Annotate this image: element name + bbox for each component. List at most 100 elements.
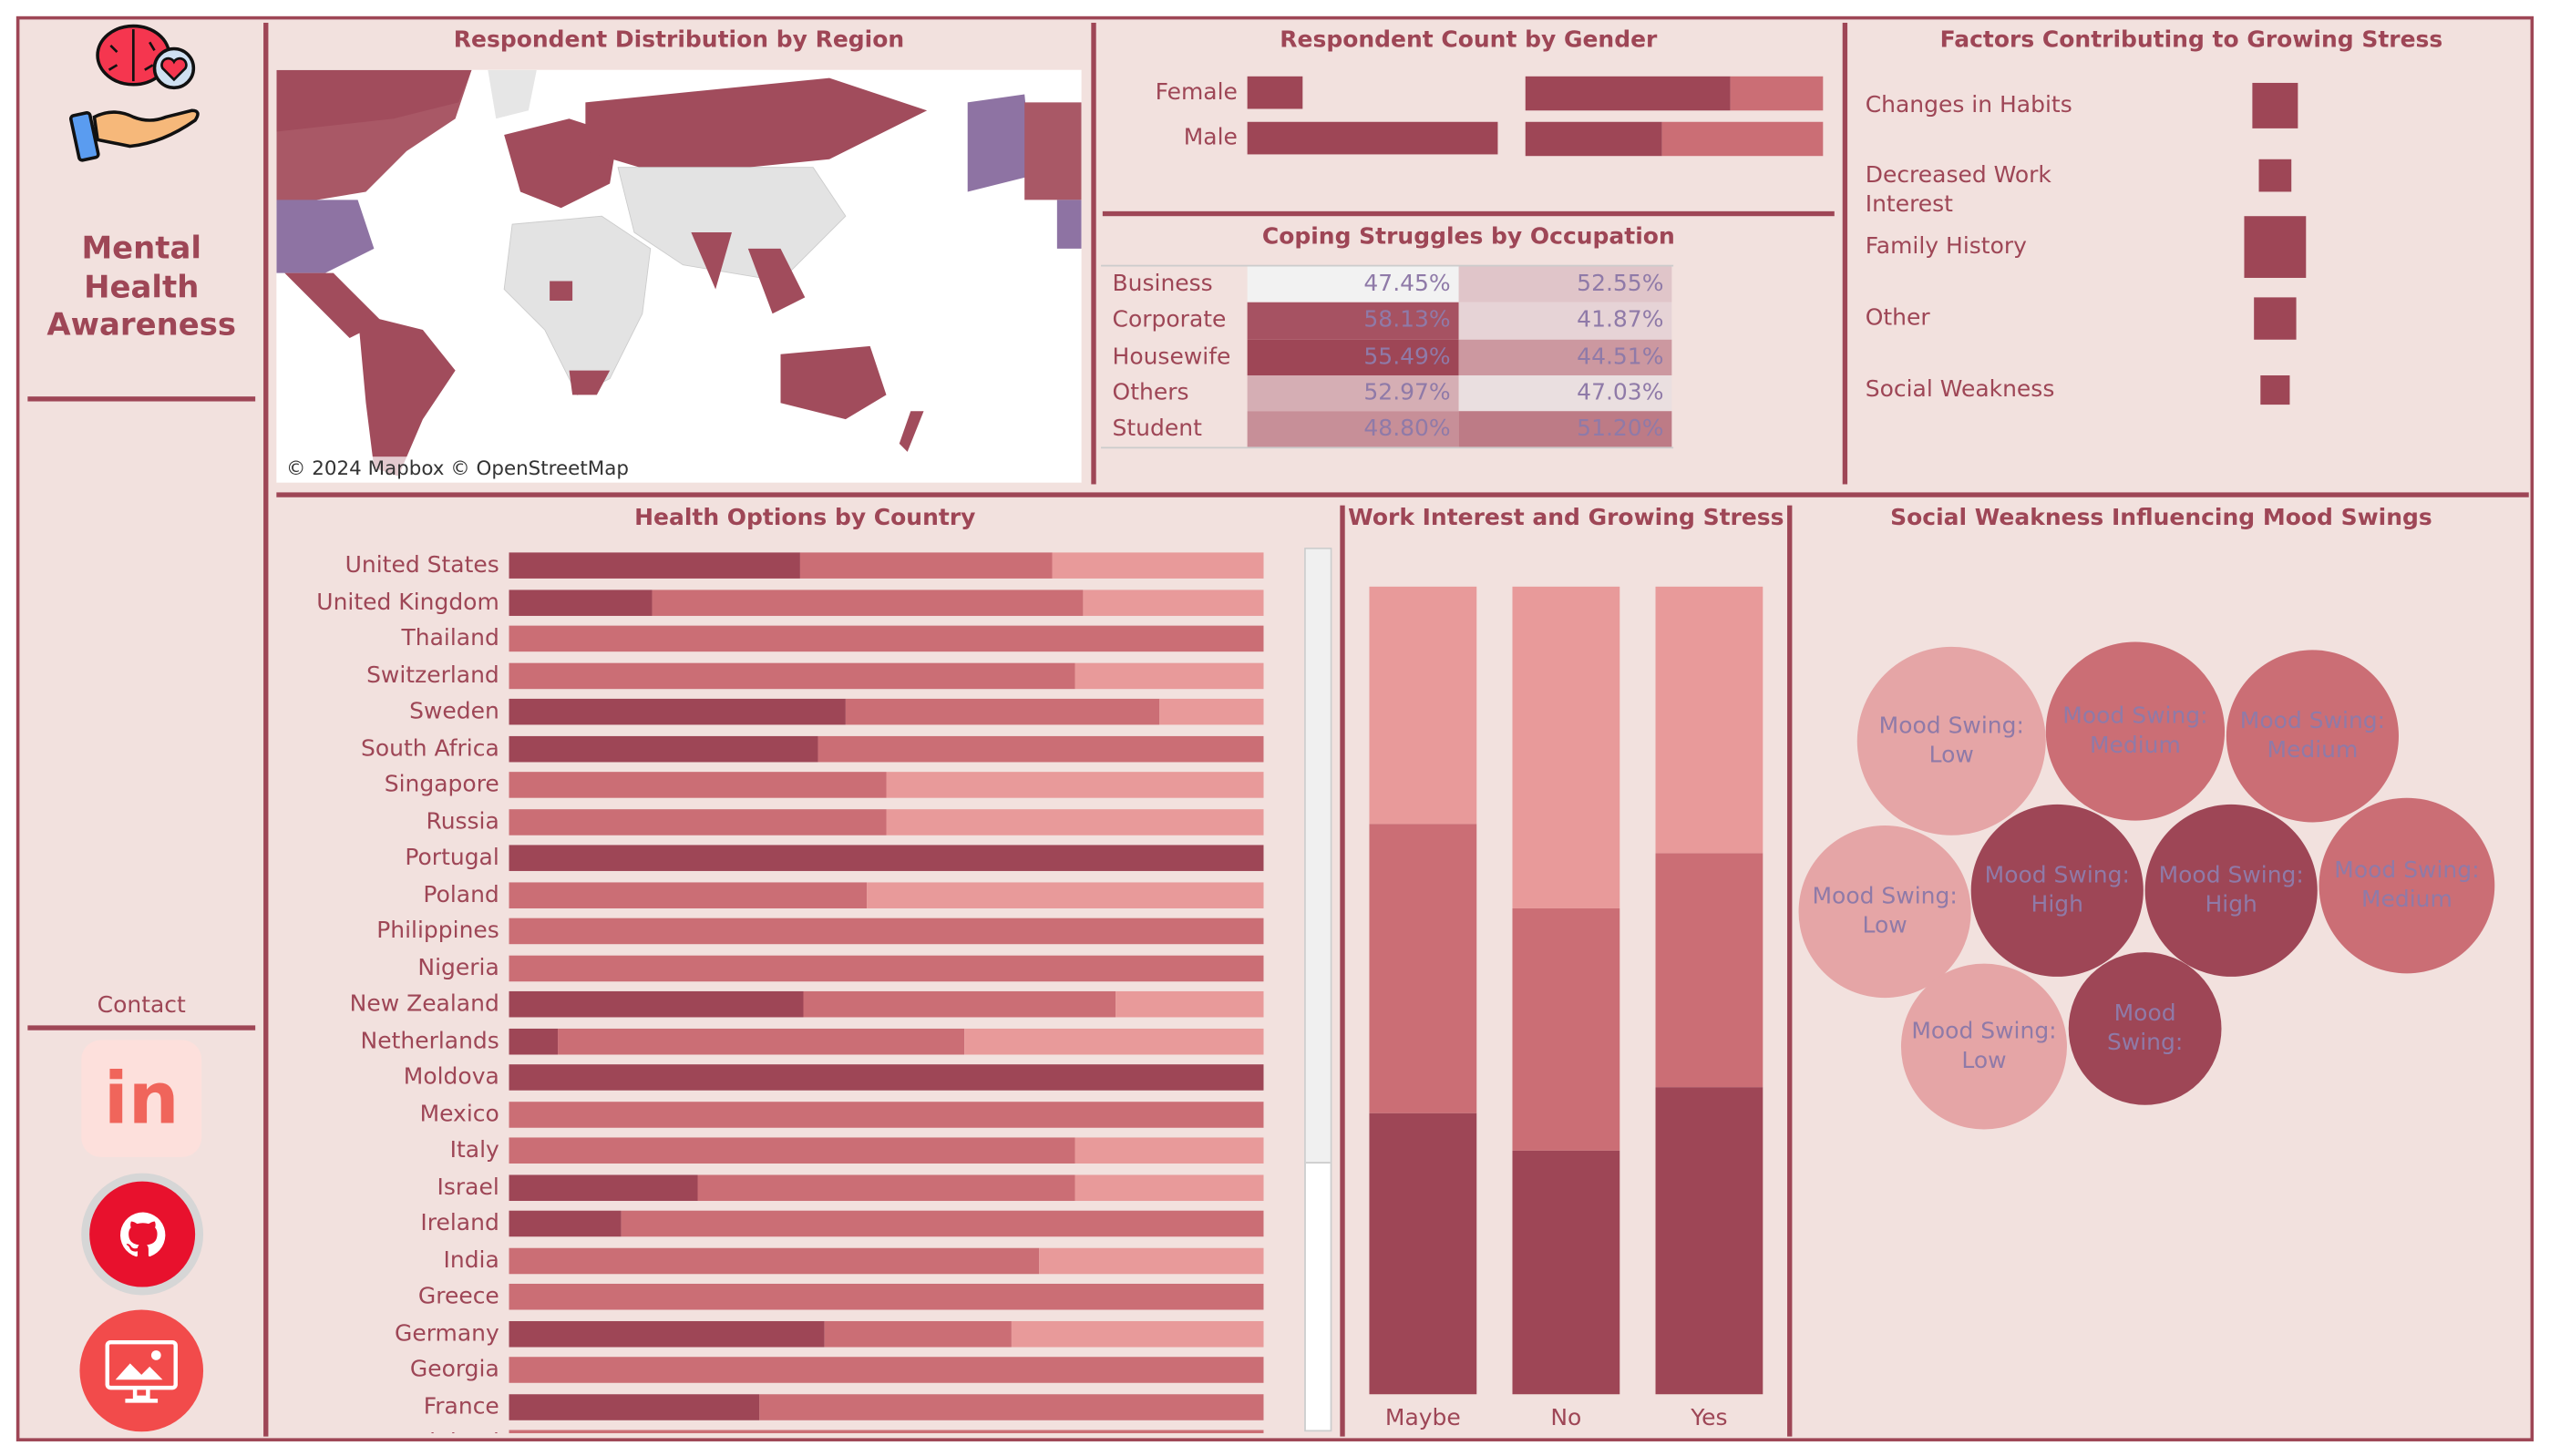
work-stack-segment[interactable] — [1512, 907, 1620, 1151]
health-option-segment[interactable] — [817, 735, 1264, 762]
mood-swing-bubble[interactable]: Mood Swing: Medium — [2045, 641, 2226, 821]
health-option-segment[interactable] — [621, 1210, 1264, 1237]
factor-square[interactable] — [2260, 375, 2290, 405]
health-option-segment[interactable] — [824, 1320, 1012, 1347]
health-option-segment[interactable] — [509, 990, 804, 1018]
health-option-segment[interactable] — [509, 1101, 1264, 1127]
work-stack-segment[interactable] — [1369, 824, 1477, 1113]
health-option-segment[interactable] — [509, 954, 1264, 981]
health-option-segment[interactable] — [1052, 552, 1264, 579]
health-option-segment[interactable] — [509, 552, 801, 579]
region-map[interactable]: © 2024 Mapbox © OpenStreetMap — [276, 69, 1082, 483]
health-option-segment[interactable] — [886, 772, 1264, 798]
coping-cell[interactable]: 41.87% — [1458, 302, 1672, 340]
mood-swing-bubble[interactable]: Mood Swing: High — [2144, 804, 2318, 977]
mood-swing-bubble[interactable]: Mood Swing: High — [1970, 804, 2144, 977]
coping-cell[interactable]: 58.13% — [1247, 302, 1459, 340]
work-stack-segment[interactable] — [1655, 1087, 1763, 1395]
health-option-segment[interactable] — [509, 845, 1264, 871]
work-stack-segment[interactable] — [1655, 586, 1763, 854]
mood-swing-bubble[interactable]: Mood Swing: Medium — [2226, 650, 2399, 823]
health-option-segment[interactable] — [509, 735, 818, 762]
health-option-segment[interactable] — [759, 1393, 1264, 1420]
map-canada-east — [1024, 102, 1082, 200]
map-greenland — [488, 69, 537, 119]
health-option-segment[interactable] — [1159, 698, 1264, 725]
map-attribution[interactable]: © 2024 Mapbox © OpenStreetMap — [281, 456, 634, 480]
health-option-segment[interactable] — [509, 808, 887, 835]
health-option-segment[interactable] — [509, 661, 1075, 689]
health-option-segment[interactable] — [1074, 661, 1264, 689]
mood-swing-bubble[interactable]: Mood Swing: — [2068, 952, 2222, 1105]
health-option-segment[interactable] — [509, 698, 846, 725]
health-option-segment[interactable] — [509, 1028, 559, 1054]
health-option-segment[interactable] — [697, 1174, 1075, 1201]
gender-count-bar[interactable] — [1247, 76, 1302, 109]
health-option-segment[interactable] — [509, 1283, 1264, 1310]
coping-cell[interactable]: 52.97% — [1247, 374, 1459, 412]
mood-swing-bubble[interactable]: Mood Swing: Low — [1856, 646, 2046, 836]
health-option-segment[interactable] — [509, 625, 1264, 652]
health-option-segment[interactable] — [652, 589, 1083, 616]
factor-square[interactable] — [2258, 159, 2292, 192]
portfolio-button[interactable] — [79, 1309, 204, 1432]
health-option-segment[interactable] — [509, 1357, 1264, 1383]
gender-count-bar[interactable] — [1247, 121, 1498, 155]
gender-split-bar-a[interactable] — [1525, 76, 1732, 111]
health-option-segment[interactable] — [1082, 589, 1264, 616]
health-option-segment[interactable] — [509, 918, 1264, 945]
health-option-segment[interactable] — [509, 1430, 1264, 1434]
work-stack-segment[interactable] — [1512, 586, 1620, 908]
factor-square[interactable] — [2253, 296, 2298, 341]
health-option-segment[interactable] — [964, 1028, 1264, 1054]
coping-cell[interactable]: 52.55% — [1458, 266, 1672, 303]
health-option-segment[interactable] — [509, 1393, 760, 1420]
gender-split-bar-b[interactable] — [1661, 121, 1824, 157]
health-option-segment[interactable] — [509, 1174, 698, 1201]
coping-cell[interactable]: 47.03% — [1458, 374, 1672, 412]
health-option-segment[interactable] — [845, 698, 1160, 725]
health-option-segment[interactable] — [509, 881, 867, 908]
work-stack-segment[interactable] — [1369, 586, 1477, 825]
github-button[interactable] — [81, 1173, 204, 1296]
work-stack-segment[interactable] — [1369, 1113, 1477, 1395]
health-option-segment[interactable] — [1039, 1246, 1264, 1274]
coping-cell[interactable]: 47.45% — [1247, 266, 1459, 303]
mood-swing-bubble[interactable]: Mood Swing: Low — [1900, 963, 2067, 1130]
health-option-segment[interactable] — [1074, 1174, 1264, 1201]
coping-cell[interactable]: 48.80% — [1247, 411, 1459, 448]
health-option-segment[interactable] — [509, 772, 887, 798]
health-option-segment[interactable] — [509, 589, 653, 616]
work-stack-segment[interactable] — [1512, 1150, 1620, 1395]
factor-square[interactable] — [2252, 82, 2298, 128]
gender-split-bar-a[interactable] — [1525, 121, 1662, 157]
map-alaska — [967, 94, 1033, 192]
health-option-segment[interactable] — [509, 1064, 1264, 1091]
country-label: India — [443, 1246, 499, 1274]
country-label: Thailand — [401, 625, 499, 652]
gender-split-bar-b[interactable] — [1731, 76, 1824, 111]
work-stack-segment[interactable] — [1655, 853, 1763, 1088]
health-option-segment[interactable] — [800, 552, 1053, 579]
health-option-segment[interactable] — [866, 881, 1264, 908]
health-option-segment[interactable] — [1116, 990, 1264, 1018]
health-option-segment[interactable] — [1011, 1320, 1264, 1347]
map-southeast-asia — [747, 248, 806, 314]
mood-swing-bubble[interactable]: Mood Swing: Low — [1798, 825, 1971, 999]
coping-cell[interactable]: 55.49% — [1247, 339, 1459, 375]
factor-square[interactable] — [2244, 216, 2307, 278]
health-option-segment[interactable] — [509, 1246, 1040, 1274]
health-option-segment[interactable] — [803, 990, 1116, 1018]
linkedin-button[interactable]: in — [81, 1040, 202, 1157]
health-option-segment[interactable] — [886, 808, 1264, 835]
health-option-segment[interactable] — [509, 1320, 825, 1347]
coping-cell[interactable]: 51.20% — [1458, 411, 1672, 448]
health-scrollbar-thumb[interactable] — [1305, 549, 1331, 1164]
health-option-segment[interactable] — [509, 1137, 1075, 1164]
health-option-segment[interactable] — [558, 1028, 965, 1054]
health-option-segment[interactable] — [509, 1210, 622, 1237]
health-option-segment[interactable] — [1074, 1137, 1264, 1164]
health-scrollbar[interactable] — [1304, 548, 1332, 1432]
coping-cell[interactable]: 44.51% — [1458, 339, 1672, 375]
mood-swing-bubble[interactable]: Mood Swing: Medium — [2319, 797, 2495, 974]
